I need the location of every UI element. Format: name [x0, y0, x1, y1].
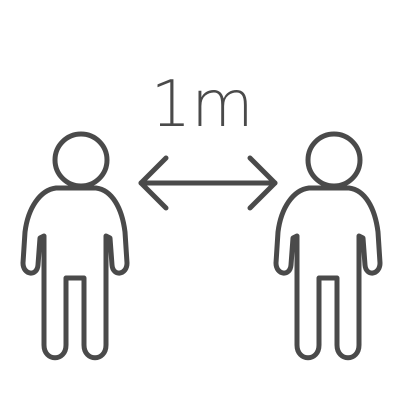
- distance-label: 1m: [150, 68, 253, 142]
- left-person-icon: [20, 131, 130, 361]
- right-person-icon: [273, 131, 383, 361]
- double-arrow-icon: [138, 155, 278, 211]
